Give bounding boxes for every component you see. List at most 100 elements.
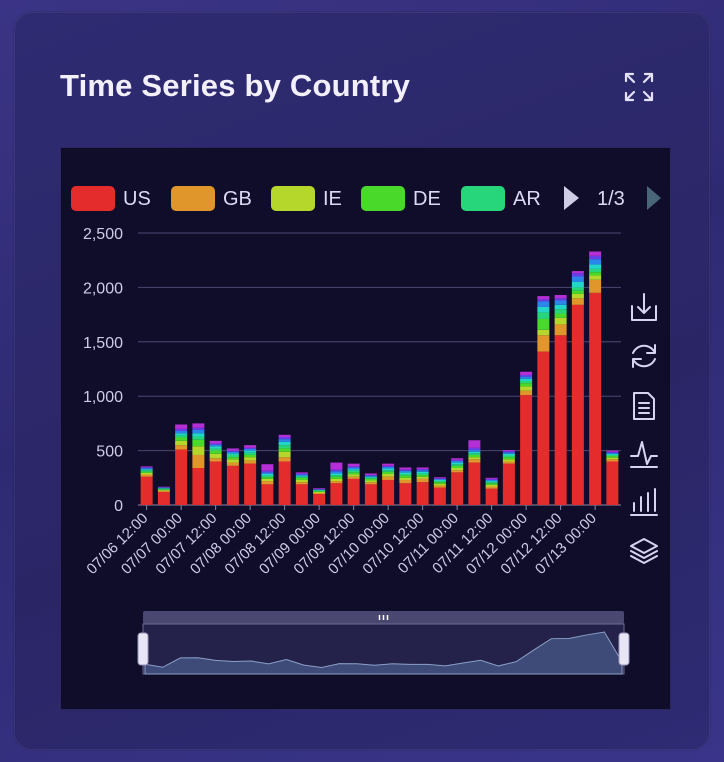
bar-segment[interactable] <box>192 454 205 469</box>
bar-segment[interactable] <box>244 463 257 505</box>
bar-segment[interactable] <box>157 491 170 505</box>
bar-segment[interactable] <box>485 481 498 483</box>
bar-segment[interactable] <box>261 470 274 473</box>
bar-segment[interactable] <box>244 445 257 448</box>
stack-icon[interactable] <box>628 535 660 567</box>
bar-segment[interactable] <box>537 312 550 319</box>
bar-chart-icon[interactable] <box>628 486 660 518</box>
bar-segment[interactable] <box>192 439 205 447</box>
bar-segment[interactable] <box>330 475 343 477</box>
bar-segment[interactable] <box>571 276 584 282</box>
bar-segment[interactable] <box>330 469 343 472</box>
bar-segment[interactable] <box>209 448 222 451</box>
bar-segment[interactable] <box>140 476 153 505</box>
bar-segment[interactable] <box>192 429 205 434</box>
bar-segment[interactable] <box>278 451 291 458</box>
bar-segment[interactable] <box>347 467 360 470</box>
bar-segment[interactable] <box>244 460 257 464</box>
bar-segment[interactable] <box>399 473 412 476</box>
bar-segment[interactable] <box>416 467 429 470</box>
bar-segment[interactable] <box>416 475 429 477</box>
bar-segment[interactable] <box>589 272 602 276</box>
bar-segment[interactable] <box>451 462 464 465</box>
bar-segment[interactable] <box>537 329 550 336</box>
bar-segment[interactable] <box>485 478 498 480</box>
bar-segment[interactable] <box>468 451 481 454</box>
bar-segment[interactable] <box>606 450 619 452</box>
bar-segment[interactable] <box>520 383 533 387</box>
bar-segment[interactable] <box>520 386 533 391</box>
bar-segment[interactable] <box>278 441 291 446</box>
bar-segment[interactable] <box>554 298 567 301</box>
bar-segment[interactable] <box>157 488 170 490</box>
bar-segment[interactable] <box>364 482 377 485</box>
bar-segment[interactable] <box>226 462 239 466</box>
legend-swatch-us[interactable] <box>71 186 115 211</box>
legend-label-ie[interactable]: IE <box>323 188 342 210</box>
bar-segment[interactable] <box>416 478 429 483</box>
bar-segment[interactable] <box>520 378 533 381</box>
legend-label-us[interactable]: US <box>123 188 151 210</box>
bar-segment[interactable] <box>313 488 326 489</box>
bar-segment[interactable] <box>416 469 429 471</box>
bar-segment[interactable] <box>261 477 274 479</box>
bar-segment[interactable] <box>244 457 257 461</box>
bar-segment[interactable] <box>347 472 360 475</box>
bar-segment[interactable] <box>468 459 481 463</box>
bar-segment[interactable] <box>399 472 412 474</box>
restore-icon[interactable] <box>628 340 660 372</box>
zoom-drag-grip[interactable] <box>378 615 389 620</box>
bar-segment[interactable] <box>175 431 188 434</box>
bar-segment[interactable] <box>157 487 170 489</box>
bar-segment[interactable] <box>313 491 326 494</box>
bar-segment[interactable] <box>451 465 464 469</box>
bar-segment[interactable] <box>399 479 412 484</box>
bar-segment[interactable] <box>175 440 188 446</box>
expand-arrows-icon[interactable] <box>622 70 656 104</box>
bar-segment[interactable] <box>554 309 567 314</box>
bar-segment[interactable] <box>157 489 170 491</box>
bar-segment[interactable] <box>537 299 550 302</box>
bar-segment[interactable] <box>364 478 377 481</box>
bar-segment[interactable] <box>261 478 274 482</box>
bar-segment[interactable] <box>244 447 257 449</box>
bar-segment[interactable] <box>485 477 498 479</box>
bar-segment[interactable] <box>468 454 481 458</box>
bar-segment[interactable] <box>606 459 619 462</box>
bar-segment[interactable] <box>606 456 619 458</box>
bar-segment[interactable] <box>606 457 619 460</box>
bar-segment[interactable] <box>571 287 584 291</box>
bar-segment[interactable] <box>209 458 222 462</box>
bar-segment[interactable] <box>295 482 308 485</box>
bar-segment[interactable] <box>244 452 257 455</box>
bar-segment[interactable] <box>313 488 326 490</box>
bar-segment[interactable] <box>261 464 274 471</box>
bar-segment[interactable] <box>175 435 188 438</box>
legend-swatch-gb[interactable] <box>171 186 215 211</box>
zoom-handle-right[interactable] <box>618 632 630 666</box>
bar-segment[interactable] <box>485 483 498 485</box>
bar-segment[interactable] <box>140 472 153 475</box>
bar-segment[interactable] <box>278 448 291 452</box>
bar-segment[interactable] <box>330 471 343 474</box>
bar-segment[interactable] <box>451 459 464 461</box>
bar-segment[interactable] <box>330 481 343 484</box>
bar-segment[interactable] <box>554 317 567 325</box>
bar-segment[interactable] <box>330 483 343 505</box>
bar-segment[interactable] <box>433 477 446 479</box>
bar-segment[interactable] <box>451 470 464 473</box>
bar-segment[interactable] <box>502 451 515 453</box>
bar-segment[interactable] <box>589 279 602 293</box>
bar-segment[interactable] <box>140 469 153 471</box>
bar-segment[interactable] <box>554 313 567 318</box>
line-chart-icon[interactable] <box>628 438 660 470</box>
bar-segment[interactable] <box>209 453 222 459</box>
bar-segment[interactable] <box>433 479 446 482</box>
bar-segment[interactable] <box>226 448 239 451</box>
bar-segment[interactable] <box>226 451 239 454</box>
bar-segment[interactable] <box>226 450 239 452</box>
bar-segment[interactable] <box>175 449 188 505</box>
data-view-icon[interactable] <box>628 390 660 422</box>
bar-segment[interactable] <box>502 459 515 462</box>
bar-segment[interactable] <box>468 453 481 455</box>
